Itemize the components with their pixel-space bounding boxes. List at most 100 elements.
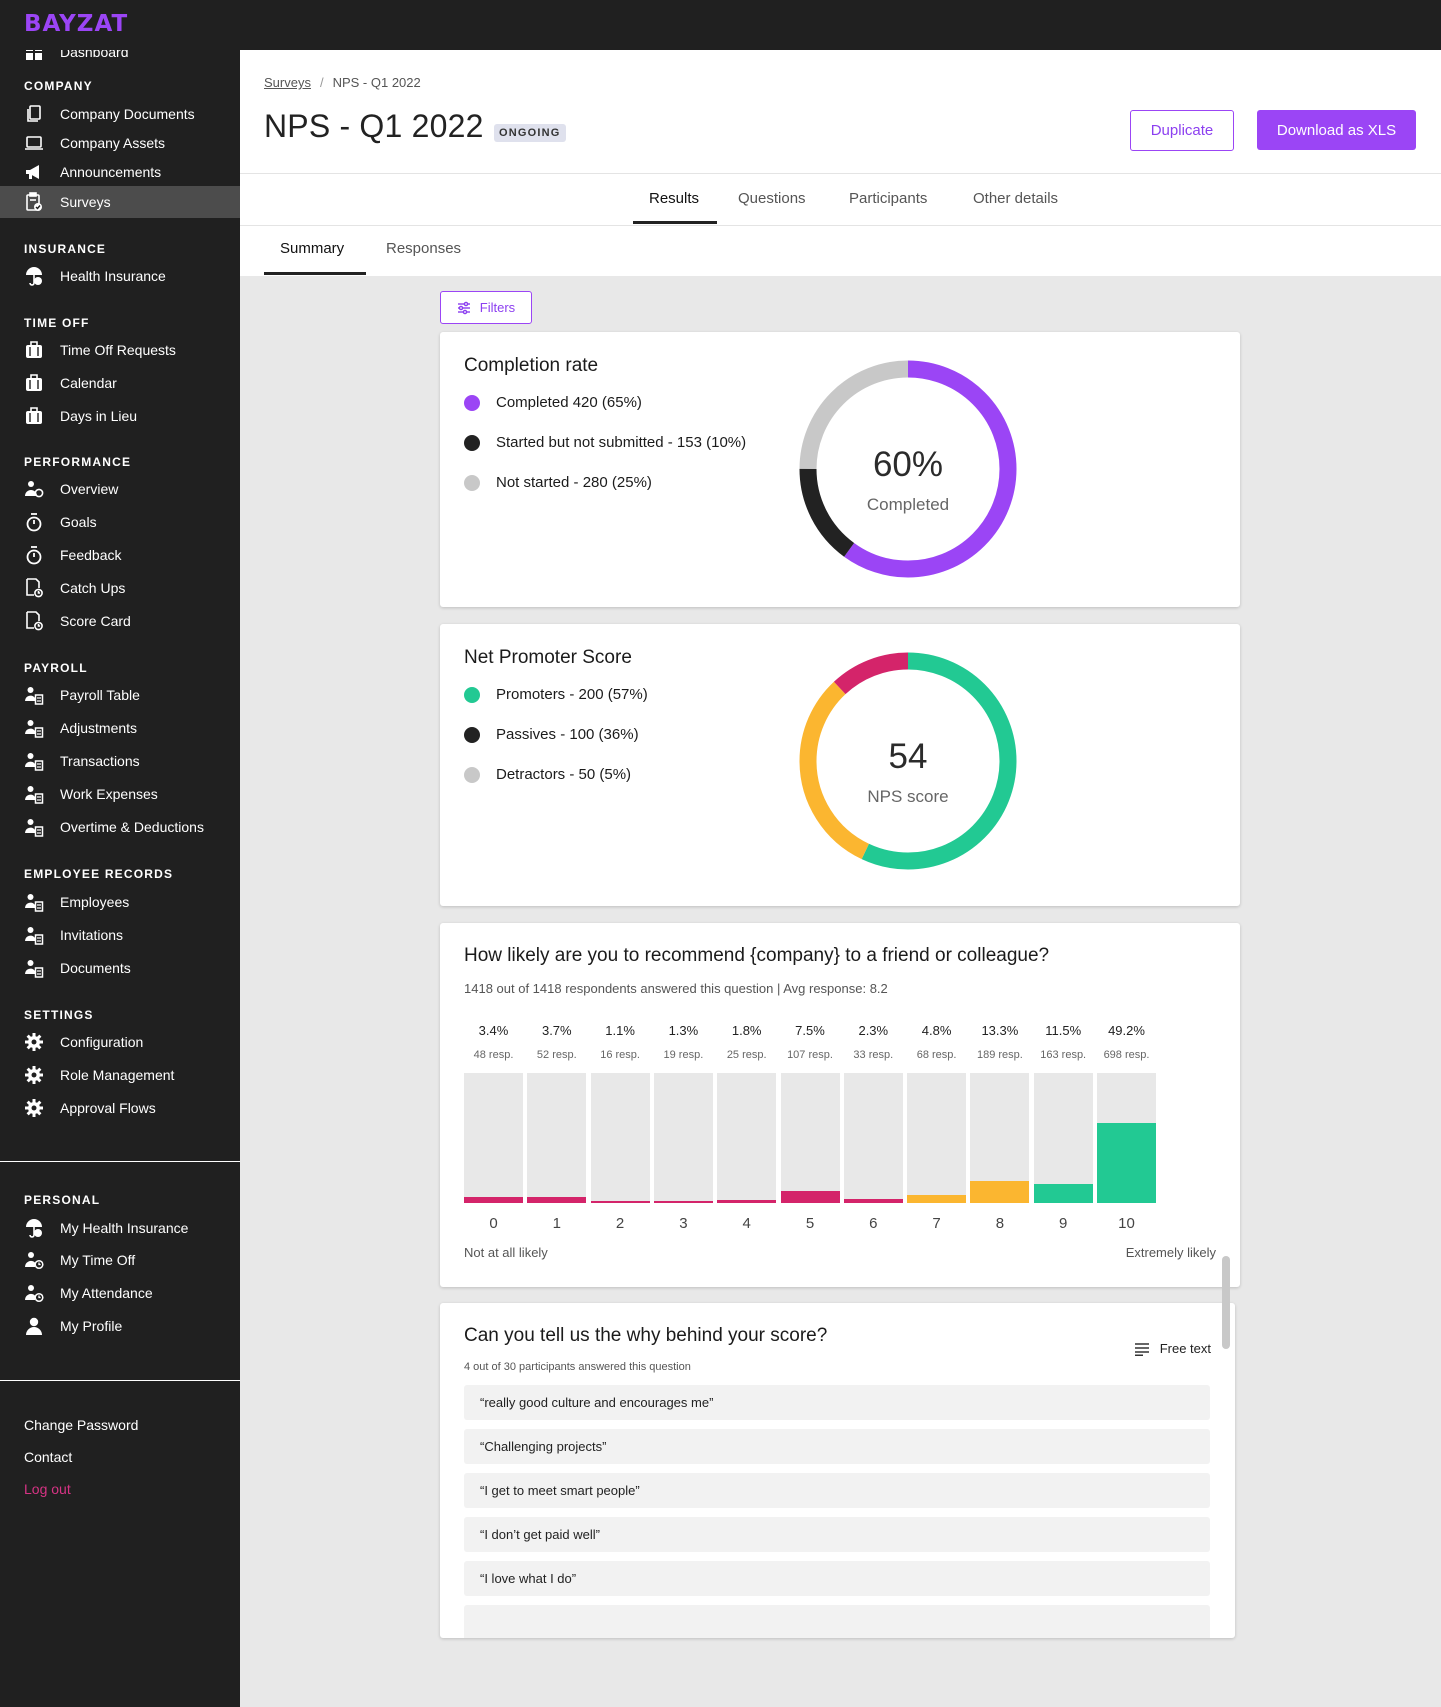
legend-label: Completed 420 (65%) xyxy=(496,394,642,411)
bar xyxy=(527,1197,587,1203)
change-password-link[interactable]: Change Password xyxy=(24,1417,139,1433)
sidebar-item-calendar[interactable]: Calendar xyxy=(0,367,240,399)
sidebar-item-goals[interactable]: Goals xyxy=(0,506,240,538)
sidebar-item-label: Company Documents xyxy=(60,106,195,122)
sidebar-item-surveys[interactable]: Surveys xyxy=(0,186,240,218)
legend-item: Completed 420 (65%) xyxy=(464,394,642,411)
sidebar-item-approval-flows[interactable]: Approval Flows xyxy=(0,1092,240,1124)
sidebar-divider xyxy=(0,1380,240,1381)
bar-percent-label: 4.8% xyxy=(921,1023,952,1038)
sidebar-item-time-off-requests[interactable]: Time Off Requests xyxy=(0,334,240,366)
bayzat-logo[interactable]: BAYZAT xyxy=(24,11,129,37)
bar-track xyxy=(717,1073,777,1203)
sidebar-item-employees[interactable]: Employees xyxy=(0,886,240,918)
sidebar-item-dashboard[interactable]: Dashboard xyxy=(0,50,240,68)
question-subtitle: 4 out of 30 participants answered this q… xyxy=(464,1361,691,1373)
completion-segment xyxy=(799,360,1017,578)
bar-track xyxy=(1033,1073,1093,1203)
sidebar-item-feedback[interactable]: Feedback xyxy=(0,539,240,571)
tab-results[interactable]: Results xyxy=(649,190,700,207)
tab-participants[interactable]: Participants xyxy=(849,190,928,207)
breadcrumb-separator: / xyxy=(319,75,324,90)
active-tab-indicator xyxy=(633,221,717,224)
bar-percent-label: 49.2% xyxy=(1108,1023,1145,1038)
subtab-summary[interactable]: Summary xyxy=(280,240,345,257)
bar-percent-label: 11.5% xyxy=(1045,1023,1082,1038)
bar xyxy=(717,1200,777,1203)
bar-response-count: 16 resp. xyxy=(600,1049,640,1061)
sidebar-item-company-documents[interactable]: Company Documents xyxy=(0,98,240,130)
sidebar-item-health-insurance[interactable]: Health Insurance xyxy=(0,260,240,292)
bar-track xyxy=(843,1073,903,1203)
sidebar-item-my-profile[interactable]: My Profile xyxy=(0,1310,240,1342)
sidebar-item-work-expenses[interactable]: Work Expenses xyxy=(0,778,240,810)
tab-other-details[interactable]: Other details xyxy=(973,190,1059,207)
bar-response-count: 698 resp. xyxy=(1103,1049,1150,1061)
sidebar-item-label: Payroll Table xyxy=(60,687,140,703)
sidebar-item-documents[interactable]: Documents xyxy=(0,952,240,984)
sidebar-item-overview[interactable]: Overview xyxy=(0,473,240,505)
bar xyxy=(653,1200,713,1203)
sidebar-item-my-health-insurance[interactable]: My Health Insurance xyxy=(0,1212,240,1244)
bar-track xyxy=(780,1073,840,1203)
sidebar-item-label: My Attendance xyxy=(60,1285,153,1301)
status-badge: ONGOING xyxy=(494,124,566,142)
legend-item: Promoters - 200 (57%) xyxy=(464,686,648,703)
sidebar-item-my-time-off[interactable]: My Time Off xyxy=(0,1244,240,1276)
sidebar-item-days-in-lieu[interactable]: Days in Lieu xyxy=(0,400,240,432)
legend-item: Detractors - 50 (5%) xyxy=(464,766,631,783)
answer-item: “Challenging projects” xyxy=(464,1429,1210,1464)
scrollbar-thumb[interactable] xyxy=(1222,1256,1230,1349)
sidebar-item-configuration[interactable]: Configuration xyxy=(0,1026,240,1058)
answer-item: “I love what I do” xyxy=(464,1561,1210,1596)
person-doc-icon xyxy=(24,817,44,837)
question-type-label: Free text xyxy=(1159,1341,1211,1356)
sidebar-item-catch-ups[interactable]: Catch Ups xyxy=(0,572,240,604)
sidebar-item-label: My Time Off xyxy=(60,1252,136,1268)
sidebar-item-label: Announcements xyxy=(60,164,162,180)
card-title: Net Promoter Score xyxy=(464,647,632,668)
nps-score-label: NPS score xyxy=(867,787,949,806)
answer-item: “I get to meet smart people” xyxy=(464,1473,1210,1508)
bar xyxy=(464,1197,523,1203)
sidebar-item-adjustments[interactable]: Adjustments xyxy=(0,712,240,744)
sidebar-item-role-management[interactable]: Role Management xyxy=(0,1059,240,1091)
sidebar-item-company-assets[interactable]: Company Assets xyxy=(0,127,240,159)
umbrella-icon xyxy=(24,1218,44,1238)
sidebar-item-announcements[interactable]: Announcements xyxy=(0,156,240,188)
subtab-responses[interactable]: Responses xyxy=(386,240,462,257)
sidebar-section-heading: PERSONAL xyxy=(24,1193,101,1207)
nps-segment xyxy=(799,652,1017,870)
sidebar-item-transactions[interactable]: Transactions xyxy=(0,745,240,777)
breadcrumb-surveys-link[interactable]: Surveys xyxy=(264,75,311,90)
tab-questions[interactable]: Questions xyxy=(738,190,806,207)
sidebar-item-overtime-deductions[interactable]: Overtime & Deductions xyxy=(0,811,240,843)
sidebar-item-score-card[interactable]: Score Card xyxy=(0,605,240,637)
person-clock-icon xyxy=(24,1250,44,1270)
bar-track xyxy=(527,1073,587,1203)
completion-percent: 60% xyxy=(872,445,944,484)
sidebar-item-label: Employees xyxy=(60,894,130,910)
question-type: Free text xyxy=(1134,1341,1211,1356)
duplicate-button[interactable]: Duplicate xyxy=(1130,110,1234,151)
contact-link[interactable]: Contact xyxy=(24,1449,73,1465)
completion-donut-chart: 60% Completed xyxy=(788,349,1028,589)
download-xls-button[interactable]: Download as XLS xyxy=(1257,110,1416,150)
bar xyxy=(1033,1184,1093,1203)
gear-icon xyxy=(24,1032,44,1052)
gear-icon xyxy=(24,1065,44,1085)
bar-tick-label: 7 xyxy=(932,1215,941,1232)
legend-dot xyxy=(464,394,480,411)
sidebar-item-label: Documents xyxy=(60,960,131,976)
bar-percent-label: 3.7% xyxy=(541,1023,572,1038)
luggage-icon xyxy=(24,340,44,360)
filters-button[interactable]: Filters xyxy=(440,291,532,324)
stopwatch-icon xyxy=(24,545,44,565)
sidebar-item-payroll-table[interactable]: Payroll Table xyxy=(0,679,240,711)
logout-link[interactable]: Log out xyxy=(24,1481,71,1497)
sidebar-item-my-attendance[interactable]: My Attendance xyxy=(0,1277,240,1309)
document-icon xyxy=(24,104,44,124)
bar-percent-label: 2.3% xyxy=(858,1023,889,1038)
sidebar-item-invitations[interactable]: Invitations xyxy=(0,919,240,951)
bar xyxy=(843,1199,903,1203)
